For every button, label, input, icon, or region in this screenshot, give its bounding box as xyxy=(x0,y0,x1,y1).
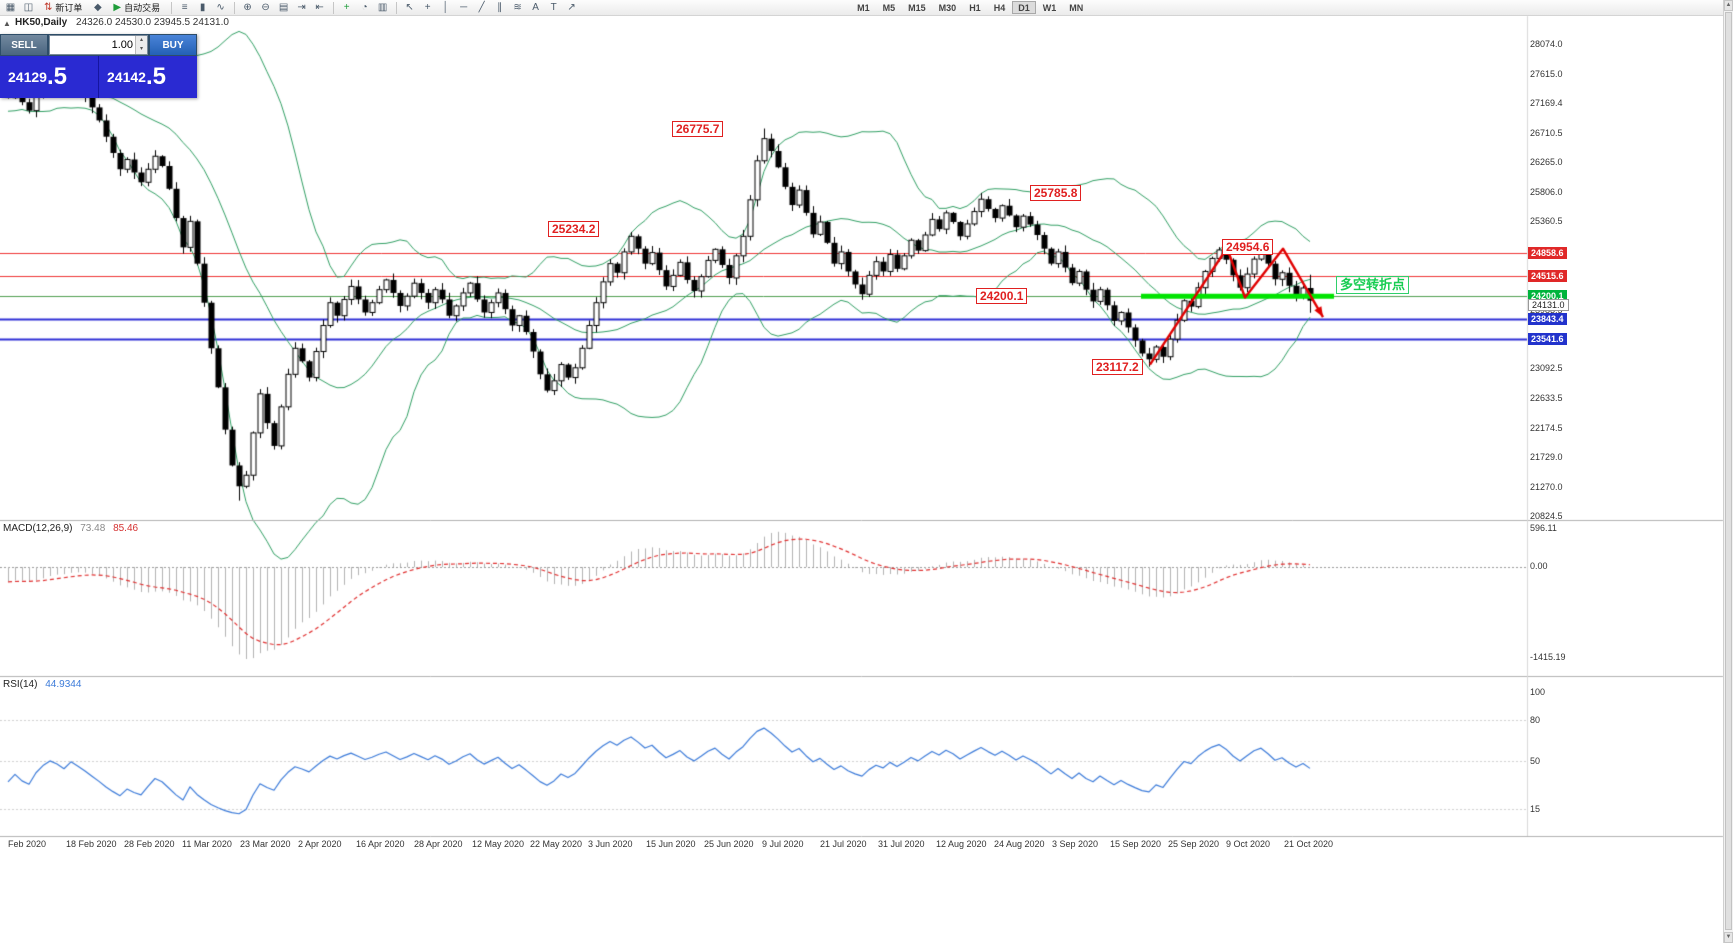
rsi-indicator-label: RSI(14) 44.9344 xyxy=(3,679,81,690)
new-chart-icon[interactable]: ▦ xyxy=(5,2,16,13)
chart-title: HK50,Daily 24326.0 24530.0 23945.5 24131… xyxy=(15,17,229,28)
volume-stepper: ▴ ▾ xyxy=(49,35,148,55)
macd-indicator-label: MACD(12,26,9) 73.48 85.46 xyxy=(3,523,138,534)
sell-button[interactable]: SELL xyxy=(1,35,47,55)
trade-panel-controls: SELL ▴ ▾ BUY xyxy=(0,34,197,56)
timeframe-h4[interactable]: H4 xyxy=(993,2,1006,13)
periods-icon[interactable]: ◔ xyxy=(361,2,368,13)
new-order-icon: ⇅ xyxy=(44,2,53,13)
label-icon[interactable]: T xyxy=(550,2,557,13)
scrollbar-up-button[interactable]: ▲ xyxy=(1724,0,1733,11)
vertical-line-icon[interactable]: │ xyxy=(442,2,449,13)
vertical-scrollbar[interactable]: ▲ ▼ xyxy=(1723,0,1733,943)
trade-panel-prices: 24129 .5 24142 .5 xyxy=(0,56,197,98)
new-order-button[interactable]: ⇅ 新订单 xyxy=(44,2,83,13)
symbol-period-label: HK50,Daily xyxy=(15,17,68,28)
toolbar-separator xyxy=(333,1,335,14)
bar-chart-icon[interactable]: ≡ xyxy=(181,2,188,13)
zoom-in-icon[interactable]: ⊕ xyxy=(243,2,252,13)
price-callout-label[interactable]: 23117.2 xyxy=(1092,358,1143,375)
toolbar-separator xyxy=(234,1,236,14)
price-callout-label[interactable]: 25234.2 xyxy=(548,220,600,237)
price-callout-label[interactable]: 24200.1 xyxy=(976,288,1028,305)
buy-price-big: .5 xyxy=(145,63,166,90)
tile-windows-icon[interactable]: ▤ xyxy=(278,2,289,13)
toolbar-gap xyxy=(581,7,851,8)
timeframe-mn[interactable]: MN xyxy=(1069,2,1084,13)
timeframe-m1[interactable]: M1 xyxy=(857,2,870,13)
horizontal-line-icon[interactable]: ─ xyxy=(460,2,468,13)
trendline-icon[interactable]: ╱ xyxy=(478,2,485,13)
line-chart-icon[interactable]: ∿ xyxy=(216,2,225,13)
volume-down-button[interactable]: ▾ xyxy=(136,45,147,54)
auto-trading-button[interactable]: ▶ 自动交易 xyxy=(113,2,161,13)
one-click-trading-panel: SELL ▴ ▾ BUY 24129 .5 24142 .5 xyxy=(0,34,197,98)
crosshair-icon[interactable]: + xyxy=(424,2,431,13)
metaeditor-icon[interactable]: ◆ xyxy=(94,2,102,13)
one-click-collapse-icon[interactable]: ▲ xyxy=(3,19,11,28)
text-icon[interactable]: A xyxy=(532,2,539,13)
indicators-icon[interactable]: + xyxy=(343,2,350,13)
buy-price[interactable]: 24142 .5 xyxy=(98,56,197,98)
buy-button[interactable]: BUY xyxy=(150,35,196,55)
macd-main-value: 73.48 xyxy=(80,523,106,534)
rsi-name: RSI(14) xyxy=(3,679,38,690)
fibonacci-icon[interactable]: ≋ xyxy=(513,2,522,13)
auto-scroll-icon[interactable]: ⇥ xyxy=(297,2,306,13)
pivot-annotation[interactable]: 多空转折点 xyxy=(1336,276,1410,294)
price-callout-label[interactable]: 25785.8 xyxy=(1030,184,1082,201)
volume-input[interactable] xyxy=(50,36,135,54)
scrollbar-thumb[interactable] xyxy=(1725,12,1732,930)
rsi-value: 44.9344 xyxy=(45,679,82,690)
ohlc-values: 24326.0 24530.0 23945.5 24131.0 xyxy=(76,17,229,28)
sell-price[interactable]: 24129 .5 xyxy=(0,56,98,98)
toolbar-separator xyxy=(171,1,173,14)
auto-trading-icon: ▶ xyxy=(113,2,122,13)
toolbar-separator xyxy=(396,1,398,14)
timeframe-m5[interactable]: M5 xyxy=(882,2,896,13)
cursor-icon[interactable]: ↖ xyxy=(405,2,414,13)
sell-price-big: .5 xyxy=(46,63,67,90)
timeframe-w1[interactable]: W1 xyxy=(1042,2,1057,13)
timeframe-m30[interactable]: M30 xyxy=(938,2,957,13)
timeframe-m15[interactable]: M15 xyxy=(908,2,926,13)
volume-up-button[interactable]: ▴ xyxy=(136,36,147,45)
channel-icon[interactable]: ∥ xyxy=(497,2,503,13)
chart-shift-icon[interactable]: ⇤ xyxy=(315,2,324,13)
timeframe-d1[interactable]: D1 xyxy=(1012,1,1036,14)
scrollbar-down-button[interactable]: ▼ xyxy=(1724,932,1733,943)
chart-profiles-icon[interactable]: ◫ xyxy=(23,2,34,13)
volume-spinner: ▴ ▾ xyxy=(135,36,147,54)
macd-signal-value: 85.46 xyxy=(113,523,139,534)
price-callout-label[interactable]: 24954.6 xyxy=(1222,239,1274,256)
buy-price-main: 24142 xyxy=(107,69,146,85)
candlestick-chart-icon[interactable]: ▮ xyxy=(199,2,206,13)
zoom-out-icon[interactable]: ⊖ xyxy=(261,2,270,13)
price-callout-label[interactable]: 26775.7 xyxy=(672,120,724,137)
sell-price-main: 24129 xyxy=(8,69,47,85)
toolbar: ▦ ◫ ⇅ 新订单 ◆ ▶ 自动交易 ≡ ▮ ∿ ⊕ ⊖ ▤ ⇥ ⇤ + ◔ ▥ ↖ + │ ─ ╱ ∥ ≋ A T ↗ M1 M5 M15… xyxy=(0,0,1733,16)
arrows-icon[interactable]: ↗ xyxy=(567,2,576,13)
templates-icon[interactable]: ▥ xyxy=(377,2,388,13)
timeframe-h1[interactable]: H1 xyxy=(969,2,981,13)
macd-name: MACD(12,26,9) xyxy=(3,523,73,534)
